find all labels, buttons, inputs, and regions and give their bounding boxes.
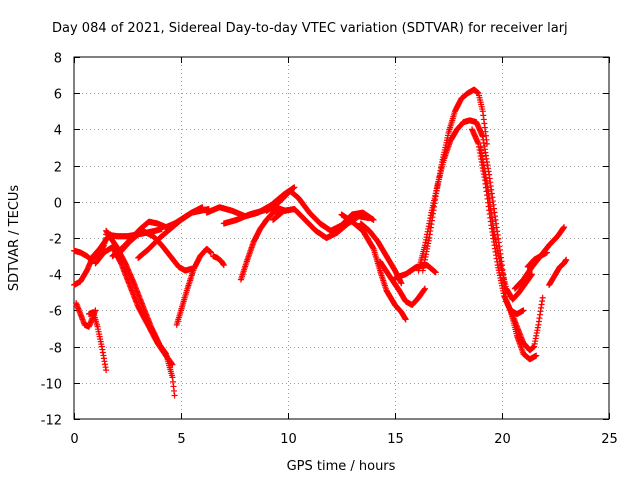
- series-arc-u: [392, 262, 439, 281]
- data-point: [543, 249, 550, 256]
- data-point: [539, 294, 546, 301]
- data-point: [199, 204, 206, 211]
- x-tick-label: 15: [387, 432, 404, 447]
- y-tick-label: -8: [49, 342, 62, 357]
- y-tick-label: -4: [49, 269, 62, 284]
- x-tick-label: 10: [280, 432, 297, 447]
- data-point: [432, 269, 439, 276]
- y-axis-label: SDTVAR / TECUs: [7, 185, 22, 292]
- data-points: [71, 86, 570, 399]
- series-arc-v: [419, 86, 491, 274]
- x-tick-label: 5: [177, 432, 185, 447]
- series-arc-r: [338, 211, 409, 323]
- series-arc-j: [135, 204, 206, 261]
- data-point: [169, 361, 176, 368]
- series-arc-aa: [507, 307, 540, 363]
- data-point: [421, 285, 428, 292]
- y-tick-label: 2: [54, 161, 62, 176]
- series-arc-w: [415, 117, 510, 305]
- y-tick-label: -10: [41, 378, 62, 393]
- y-tick-label: 0: [54, 197, 62, 212]
- data-point: [291, 184, 298, 191]
- series-arc-t: [377, 258, 428, 308]
- series-arc-z: [503, 294, 546, 354]
- series-arc-i: [109, 206, 212, 260]
- axis-ticks: 0 5 10 15 20 25 -12 -10 -8 -6 -4 -2 0 2 4 6 8: [41, 52, 618, 448]
- data-point: [220, 262, 227, 269]
- x-tick-label: 0: [70, 432, 78, 447]
- y-tick-label: 8: [54, 52, 62, 67]
- data-point: [563, 256, 570, 263]
- y-tick-label: 6: [54, 88, 62, 103]
- series-arc-ad: [546, 256, 570, 289]
- data-point: [103, 367, 110, 374]
- series-arc-ac: [524, 249, 550, 270]
- data-point: [402, 316, 409, 323]
- data-point: [171, 392, 178, 399]
- y-tick-label: -6: [49, 305, 62, 320]
- series-arc-p: [263, 187, 377, 234]
- series-arc-d: [85, 309, 110, 374]
- x-axis-label: GPS time / hours: [287, 459, 396, 474]
- data-point: [561, 224, 568, 231]
- data-point: [533, 352, 540, 359]
- series-arc-o: [237, 206, 283, 283]
- x-tick-label: 25: [601, 432, 618, 447]
- data-point: [207, 249, 214, 256]
- series-arc-b: [71, 235, 110, 263]
- series-arc-l: [210, 253, 227, 269]
- grid: [74, 57, 609, 419]
- data-point: [398, 280, 405, 287]
- data-point: [520, 307, 527, 314]
- y-tick-label: -12: [41, 414, 62, 429]
- chart-title: Day 084 of 2021, Sidereal Day-to-day VTE…: [52, 21, 568, 36]
- y-tick-label: 4: [54, 124, 62, 139]
- series-arc-q: [270, 206, 373, 241]
- y-tick-label: -2: [49, 233, 62, 248]
- data-point: [366, 215, 373, 222]
- series-arc-k: [173, 245, 214, 328]
- data-point: [370, 216, 377, 223]
- x-tick-label: 20: [494, 432, 511, 447]
